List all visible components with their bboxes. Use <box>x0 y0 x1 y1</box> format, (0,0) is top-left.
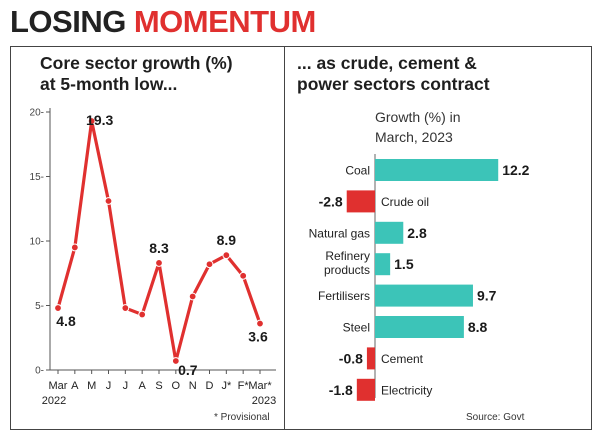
x-tick-label: S <box>155 380 162 392</box>
bar-category-label: Coal <box>345 164 370 178</box>
x-tick-label: F* <box>238 380 250 392</box>
bar-category-label: Electricity <box>381 383 432 397</box>
panel-divider <box>284 46 285 430</box>
headline-part1: LOSING <box>10 4 126 39</box>
headline: LOSING MOMENTUM <box>10 4 316 40</box>
y-tick-label: 10- <box>30 237 44 248</box>
bar <box>375 221 404 244</box>
y-tick-label: 0- <box>35 366 44 377</box>
data-point <box>87 117 96 125</box>
footnote-provisional: * Provisional <box>214 412 270 423</box>
right-subtitle: ... as crude, cement & power sectors con… <box>297 53 490 95</box>
data-point <box>171 357 180 365</box>
bar-chart-title: Growth (%) in March, 2023 <box>375 109 461 145</box>
left-subtitle-line1: Core sector growth (%) <box>40 53 233 73</box>
data-label: 3.6 <box>248 329 268 345</box>
x-tick-label: J <box>106 380 112 392</box>
left-subtitle: Core sector growth (%) at 5-month low... <box>40 53 233 95</box>
bar <box>375 284 473 307</box>
data-label: 0.7 <box>178 362 198 378</box>
left-subtitle-line2: at 5-month low... <box>40 74 178 94</box>
data-point <box>121 304 130 312</box>
bar-category-label: Cement <box>381 352 424 366</box>
bar-category-label-line1: Refinery <box>325 249 370 263</box>
bar-value-label: -1.8 <box>329 382 353 398</box>
x-tick-label: Mar* <box>248 380 272 392</box>
x-tick-label: D <box>206 380 214 392</box>
bar <box>366 347 375 370</box>
right-subtitle-line2: power sectors contract <box>297 74 490 94</box>
data-point <box>205 260 214 269</box>
y-tick-label: 15- <box>30 172 44 183</box>
bar-value-label: -2.8 <box>319 193 343 209</box>
bar-category-label-line2: products <box>324 263 370 277</box>
data-point <box>188 292 197 301</box>
bar-value-label: 8.8 <box>468 319 488 335</box>
y-tick-label: 20- <box>30 108 44 119</box>
x-tick-label: A <box>71 380 79 392</box>
x-tick-label: O <box>172 380 181 392</box>
x-tick-label: A <box>138 380 146 392</box>
bar-category-label: Natural gas <box>309 226 370 240</box>
bar-category-label: Steel <box>343 321 370 335</box>
bar-value-label: 12.2 <box>502 162 529 178</box>
bar-value-label: 1.5 <box>394 256 414 272</box>
line-chart: 0-5-10-15-20-Mar A M J J A S O N D J* F* Mar*2022 202… <box>30 108 277 408</box>
right-subtitle-line1: ... as crude, cement & <box>297 53 477 73</box>
bar-category-label: Fertilisers <box>318 289 370 303</box>
data-point <box>54 304 62 312</box>
bar-chart-title-line2: March, 2023 <box>375 129 453 145</box>
bar <box>356 378 375 401</box>
bar-chart-title-line1: Growth (%) in <box>375 109 461 125</box>
data-point <box>256 319 264 328</box>
y-tick-label: 5- <box>35 301 44 312</box>
data-point <box>138 310 147 319</box>
year-label-end: 2023 <box>252 395 276 407</box>
x-tick-label: N <box>189 380 197 392</box>
bar-value-label: 2.8 <box>407 225 427 241</box>
data-point <box>70 243 79 252</box>
headline-part2: MOMENTUM <box>133 4 316 39</box>
bar-value-label: -0.8 <box>339 350 363 366</box>
x-tick-label: Mar <box>49 380 68 392</box>
bar <box>375 159 499 181</box>
data-point <box>239 271 248 280</box>
x-tick-label: J* <box>221 380 232 392</box>
data-point <box>104 197 113 205</box>
year-label-start: 2022 <box>42 395 66 407</box>
source-note: Source: Govt <box>466 412 525 423</box>
bar <box>375 253 391 276</box>
data-label: 19.3 <box>86 112 113 128</box>
data-label: 8.3 <box>149 240 169 256</box>
data-point <box>155 259 163 267</box>
bar <box>375 316 464 338</box>
bar-category-label: Refinery products <box>324 249 370 277</box>
bar-category-label: Crude oil <box>381 195 429 209</box>
bar <box>346 190 375 213</box>
bar-value-label: 9.7 <box>477 288 497 304</box>
bar-chart: Growth (%) in March, 2023 Coal 12.2 Crude oi… <box>309 109 530 401</box>
data-label: 8.9 <box>217 232 237 248</box>
x-tick-label: M <box>87 380 96 392</box>
chart-frame <box>10 46 592 430</box>
data-point <box>222 251 231 260</box>
x-tick-label: J <box>123 380 129 392</box>
data-label: 4.8 <box>56 313 76 329</box>
